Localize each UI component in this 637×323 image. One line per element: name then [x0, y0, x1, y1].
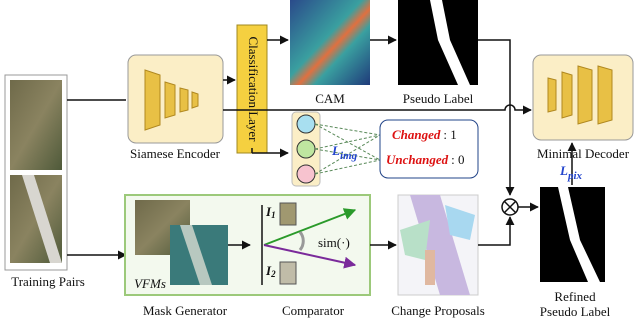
diagram: Training Pairs Siamese Encoder Classific… — [0, 0, 637, 323]
inputs-label: Training Pairs — [11, 274, 85, 289]
arrow — [478, 217, 510, 245]
loss-pix: Lpix — [559, 163, 583, 182]
proposal-region — [425, 250, 435, 285]
decoder-label: Minimal Decoder — [537, 146, 630, 161]
arrow — [67, 100, 126, 255]
comparator-label: Comparator — [282, 303, 345, 318]
arrow — [223, 105, 531, 110]
image-t1 — [10, 80, 62, 170]
loss-img: Limg — [331, 143, 358, 162]
similarity: sim(·) — [318, 235, 350, 250]
arrow — [478, 40, 510, 195]
node — [297, 115, 315, 133]
refined-label: Refined — [554, 289, 596, 304]
cam-label: CAM — [315, 91, 345, 106]
classifier-label: Classification Layer — [246, 36, 261, 142]
refined-label: Pseudo Label — [540, 304, 611, 319]
pseudo-label: Pseudo Label — [403, 91, 474, 106]
cam-image — [290, 0, 370, 85]
class-unchanged: Unchanged: 0 — [386, 152, 465, 167]
i2-image — [280, 262, 296, 284]
node — [297, 140, 315, 158]
class-changed: Changed: 1 — [392, 127, 457, 142]
vfm-tag: VFMs — [134, 276, 166, 291]
proposals-label: Change Proposals — [391, 303, 485, 318]
i1-image — [280, 203, 296, 225]
node — [297, 165, 315, 183]
encoder-label: Siamese Encoder — [130, 146, 221, 161]
mask-generator-label: Mask Generator — [143, 303, 228, 318]
